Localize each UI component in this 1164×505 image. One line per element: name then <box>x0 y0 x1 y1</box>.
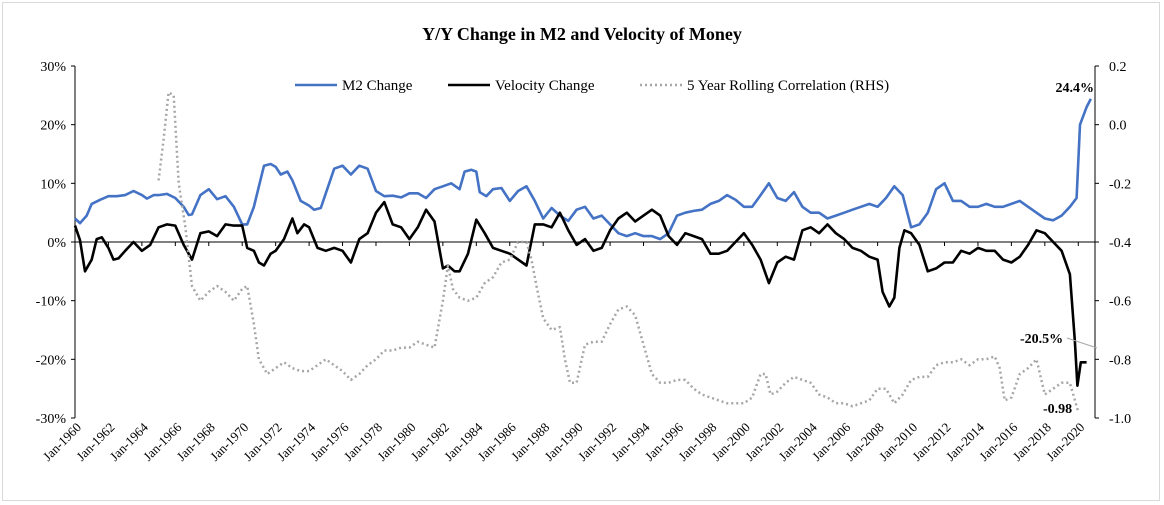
left-tick-label: -20% <box>36 353 67 368</box>
left-tick-label: 20% <box>40 119 66 134</box>
left-tick-label: 10% <box>40 177 66 192</box>
annotation-correlation-last: -0.98 <box>1043 402 1072 417</box>
left-tick-label: 30% <box>40 60 66 75</box>
series-line-1 <box>73 200 1087 387</box>
right-tick-label: -0.4 <box>1109 236 1131 251</box>
legend-label-0: M2 Change <box>342 78 413 94</box>
annotation-m2-last: 24.4% <box>1056 81 1095 96</box>
chart-title: Y/Y Change in M2 and Velocity of Money <box>422 24 742 44</box>
annotation-leader-line <box>1066 337 1098 349</box>
right-tick-label: 0.0 <box>1109 119 1127 134</box>
legend-label-2: 5 Year Rolling Correlation (RHS) <box>687 78 889 94</box>
series-line-0 <box>74 98 1092 241</box>
right-tick-label: -0.6 <box>1109 295 1131 310</box>
left-tick-label: -30% <box>36 412 67 427</box>
left-tick-label: 0% <box>47 236 66 251</box>
right-tick-label: -0.8 <box>1109 353 1131 368</box>
right-tick-label: -1.0 <box>1109 412 1131 427</box>
right-tick-label: 0.2 <box>1109 60 1127 75</box>
left-tick-label: -10% <box>36 295 67 310</box>
legend-label-1: Velocity Change <box>495 78 595 94</box>
annotation-velocity-last: -20.5% <box>1020 332 1063 347</box>
series-line-2 <box>157 91 1080 413</box>
right-tick-label: -0.2 <box>1109 177 1131 192</box>
